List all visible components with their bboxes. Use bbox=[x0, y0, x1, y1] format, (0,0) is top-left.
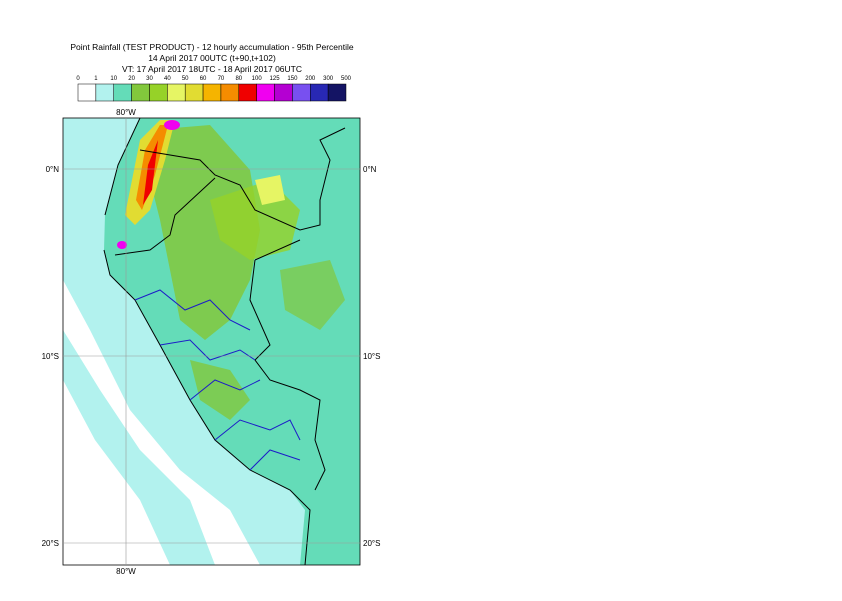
legend-label: 300 bbox=[323, 76, 334, 82]
lon-label: 80°W bbox=[116, 108, 136, 117]
legend-swatch bbox=[113, 83, 132, 102]
graticule bbox=[63, 118, 360, 565]
legend-label: 200 bbox=[305, 76, 316, 82]
legend-label: 0 bbox=[76, 76, 80, 82]
legend-swatch bbox=[292, 83, 311, 102]
legend-label: 100 bbox=[252, 76, 263, 82]
legend-swatch bbox=[274, 83, 293, 102]
legend-label: 500 bbox=[341, 76, 352, 82]
lat-label: 0°N bbox=[46, 165, 60, 174]
legend-label: 70 bbox=[218, 76, 225, 82]
title-line: Point Rainfall (TEST PRODUCT) - 12 hourl… bbox=[70, 42, 354, 52]
legend-swatch bbox=[238, 83, 257, 102]
legend-swatch bbox=[131, 83, 150, 102]
lat-label: 10°S bbox=[42, 352, 59, 361]
lon-label: 80°W bbox=[116, 567, 136, 576]
legend-swatch bbox=[327, 83, 347, 102]
legend-swatch bbox=[310, 83, 329, 102]
legend-label: 30 bbox=[146, 76, 153, 82]
legend-label: 40 bbox=[164, 76, 171, 82]
lat-label: 20°S bbox=[42, 539, 59, 548]
legend-label: 60 bbox=[200, 76, 207, 82]
legend-swatch bbox=[220, 83, 240, 102]
lat-label: 0°N bbox=[363, 165, 377, 174]
title-line: VT: 17 April 2017 18UTC - 18 April 2017 … bbox=[122, 64, 302, 74]
lat-label: 10°S bbox=[363, 352, 380, 361]
legend-label: 50 bbox=[182, 76, 189, 82]
legend-label: 10 bbox=[110, 76, 117, 82]
legend-label: 20 bbox=[128, 76, 135, 82]
legend-swatch bbox=[167, 83, 186, 102]
title-line: 14 April 2017 00UTC (t+90,t+102) bbox=[148, 53, 276, 63]
legend-swatch bbox=[149, 83, 168, 102]
legend-swatch bbox=[95, 83, 114, 102]
legend-label: 150 bbox=[287, 76, 298, 82]
legend-label: 125 bbox=[270, 76, 281, 82]
map-field bbox=[63, 118, 360, 565]
legend-label: 1 bbox=[94, 76, 98, 82]
legend-swatch bbox=[77, 83, 97, 102]
legend-swatch bbox=[184, 83, 204, 102]
legend-label: 80 bbox=[235, 76, 242, 82]
map-frame bbox=[62, 117, 361, 566]
legend-swatch bbox=[202, 83, 222, 102]
legend-swatch bbox=[256, 83, 275, 102]
lat-label: 20°S bbox=[363, 539, 380, 548]
